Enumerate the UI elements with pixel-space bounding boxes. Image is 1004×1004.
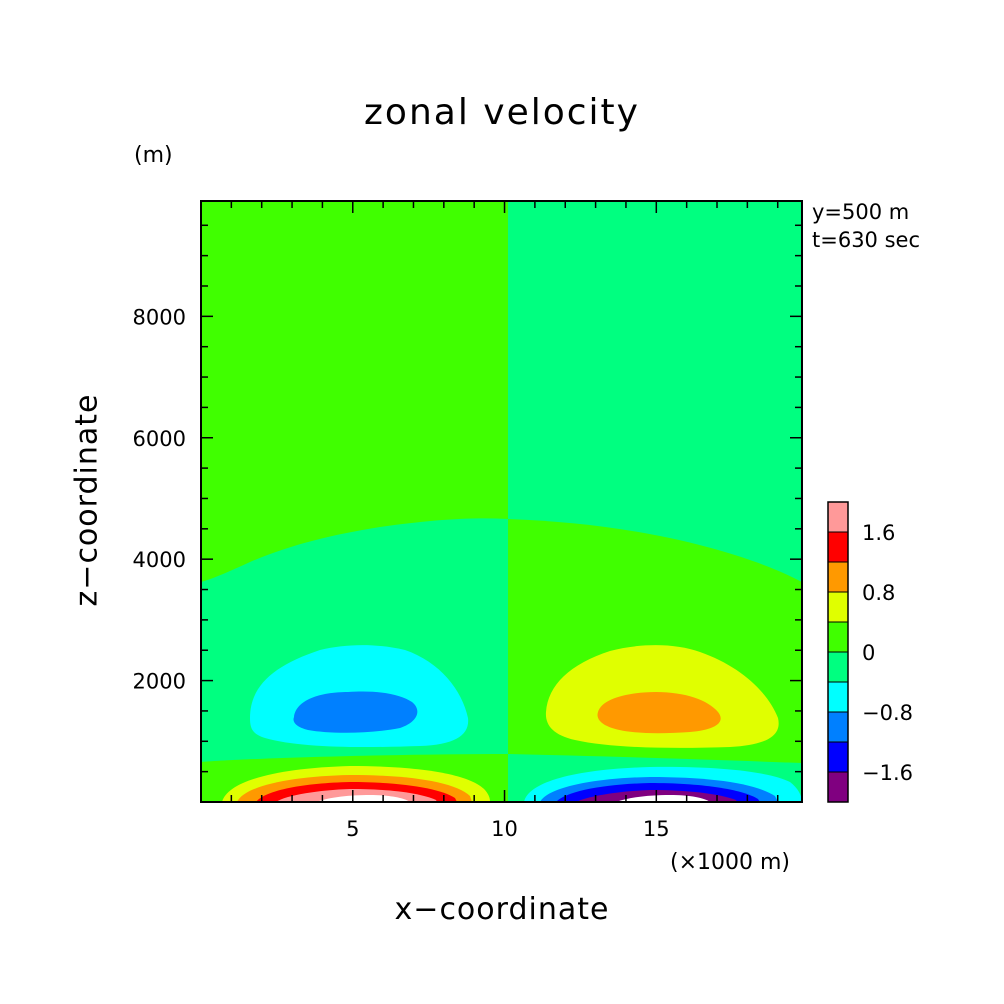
colorbar-swatch [828,652,848,682]
axis-tick-labels: 5 10 15 2000 4000 6000 8000 [133,305,670,841]
y-tick-label: 4000 [133,548,186,572]
colorbar-swatch [828,772,848,802]
contour-surface-pos20 [316,795,410,802]
x-tick-label: 15 [643,817,670,841]
colorbar: 1.6 0.8 0 −0.8 −1.6 [827,501,913,803]
x-axis-unit: (×1000 m) [670,850,791,875]
colorbar-label: −0.8 [862,701,913,725]
colorbar-label: 1.6 [862,521,895,545]
chart-title: zonal velocity [364,92,640,133]
colorbar-label: 0 [862,641,875,665]
colorbar-swatch [828,502,848,532]
plot-frame [200,200,803,803]
contour-level-pos08-right [597,692,721,734]
contour-field [201,201,802,802]
annotation-time: t=630 sec [812,228,920,252]
y-tick-label: 8000 [133,305,186,329]
annotation-y-position: y=500 m [812,200,910,224]
colorbar-swatch [828,622,848,652]
colorbar-swatch [828,742,848,772]
colorbar-swatch [828,712,848,742]
y-tick-label: 2000 [133,670,186,694]
colorbar-label: 0.8 [862,581,895,605]
colorbar-swatch [828,682,848,712]
colorbar-label: −1.6 [862,761,913,785]
colorbar-swatch [828,562,848,592]
colorbar-swatch [828,532,848,562]
contour-level-neg08-left [293,691,418,733]
x-tick-label: 10 [491,817,518,841]
axis-ticks [201,201,802,802]
x-axis-label: x−coordinate [394,892,610,927]
x-tick-label: 5 [346,817,359,841]
y-tick-label: 6000 [133,427,186,451]
colorbar-swatch [828,592,848,622]
y-axis-unit: (m) [134,143,173,168]
